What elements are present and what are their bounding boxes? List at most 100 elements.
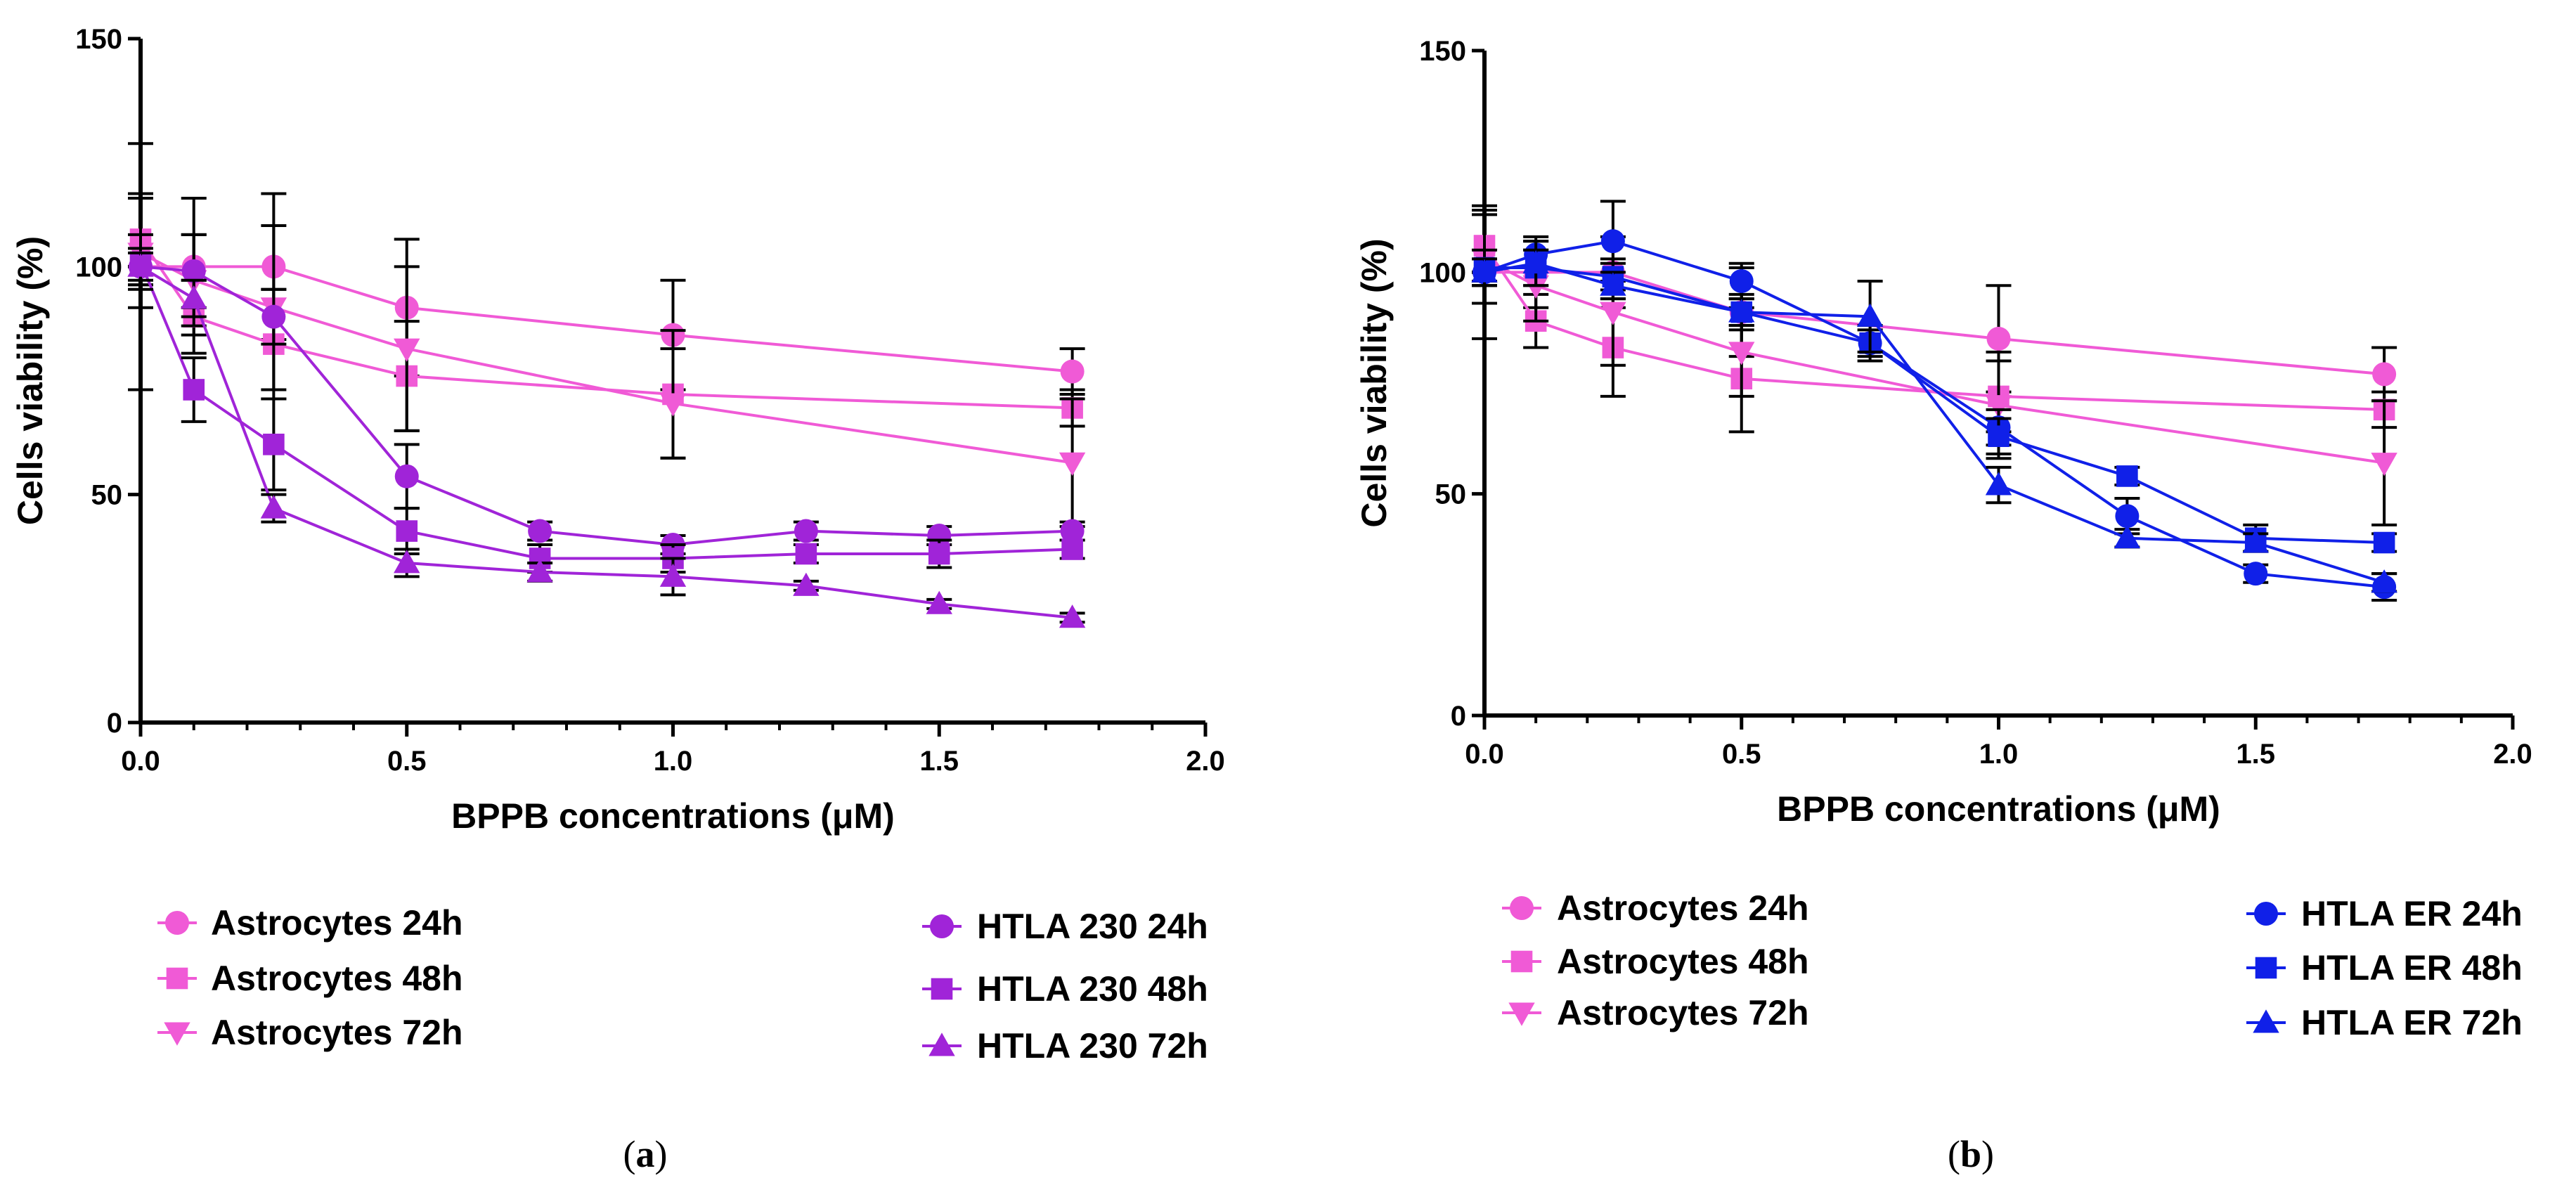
legend-label: Astrocytes 72h — [1557, 993, 1809, 1032]
data-point — [1060, 359, 1085, 384]
x-tick-label: 1.5 — [2236, 739, 2275, 770]
data-point — [2371, 453, 2397, 477]
data-point — [794, 519, 818, 543]
data-point — [795, 543, 817, 565]
data-point — [396, 520, 418, 542]
legend-label: Astrocytes 48h — [211, 959, 463, 998]
data-point — [181, 259, 206, 283]
legend-marker — [2254, 902, 2278, 926]
series-htla-er-72h — [1471, 240, 2397, 593]
legend: Astrocytes 24h Astrocytes 48h Astrocytes 7… — [1502, 888, 2523, 1042]
data-point — [928, 543, 950, 565]
y-tick-label: 50 — [91, 480, 123, 511]
legend-marker — [1508, 1002, 1535, 1026]
legend-marker — [2253, 1009, 2279, 1033]
legend-item: HTLA ER 48h — [2246, 948, 2523, 988]
legend-item: HTLA 230 24h — [922, 907, 1208, 946]
data-point — [1059, 452, 1086, 476]
data-point — [1522, 250, 1549, 274]
data-point — [394, 464, 419, 488]
data-point — [261, 304, 286, 329]
data-point — [1728, 299, 1755, 323]
legend-item: Astrocytes 24h — [157, 903, 463, 943]
legend-label: HTLA 230 24h — [977, 907, 1208, 946]
data-point — [2114, 525, 2141, 549]
series-line — [1483, 245, 2385, 411]
data-point — [1061, 538, 1083, 560]
data-point — [127, 253, 154, 277]
panel-a-chart: 0 50 100 150 0.0 0.5 1.0 1.5 2.0 BPPB concentrati… — [11, 24, 1225, 1175]
data-point — [2371, 569, 2397, 593]
data-point — [659, 393, 687, 417]
data-point — [528, 519, 552, 543]
data-point — [1600, 229, 1625, 254]
legend-item: HTLA 230 72h — [922, 1026, 1208, 1066]
data-point — [2115, 504, 2140, 529]
y-axis-title: Cells viability (%) — [11, 236, 50, 525]
legend-label: Astrocytes 72h — [211, 1013, 463, 1052]
x-axis-title: BPPB concentrations (μM) — [1777, 789, 2220, 829]
legend-marker — [166, 967, 188, 990]
data-point — [2372, 362, 2397, 387]
legend-item: Astrocytes 72h — [157, 1013, 463, 1052]
series-htla-230-72h — [127, 251, 1086, 628]
data-point — [1600, 272, 1626, 296]
legend-item: HTLA 230 48h — [922, 969, 1208, 1009]
legend-marker — [930, 914, 954, 938]
x-tick-label: 2.0 — [2493, 739, 2532, 770]
data-point — [1729, 268, 1754, 293]
data-point — [1471, 259, 1498, 283]
y-tick-label: 100 — [1419, 257, 1466, 288]
data-point — [1728, 342, 1755, 365]
data-point — [394, 550, 420, 574]
data-point — [2244, 562, 2268, 586]
legend-label: Astrocytes 24h — [211, 903, 463, 943]
legend-item: Astrocytes 48h — [157, 959, 463, 998]
y-tick-label: 50 — [1435, 479, 1467, 510]
series-astrocytes-72h — [127, 197, 1086, 529]
y-tick-label: 0 — [1451, 701, 1466, 732]
data-point — [1988, 425, 2009, 447]
data-point — [263, 434, 285, 455]
data-point — [2373, 531, 2395, 554]
legend-marker — [164, 1022, 190, 1046]
data-point — [1856, 303, 1884, 327]
legend-marker — [931, 978, 953, 1000]
legend-marker — [1510, 896, 1534, 920]
legend-marker — [165, 911, 189, 935]
legend-item: HTLA ER 24h — [2246, 894, 2523, 933]
legend-label: HTLA 230 48h — [977, 969, 1208, 1009]
data-point — [1600, 302, 1626, 325]
legend-item: HTLA ER 72h — [2246, 1003, 2523, 1042]
y-tick-label: 150 — [75, 24, 122, 55]
data-point — [394, 338, 420, 362]
data-point — [926, 590, 952, 614]
data-point — [1522, 275, 1549, 299]
panel-label: (b) — [1948, 1133, 1994, 1175]
legend-item: Astrocytes 24h — [1502, 888, 1809, 928]
x-tick-label: 1.0 — [654, 746, 693, 777]
x-tick-label: 0.0 — [121, 746, 160, 777]
panel-b-chart: 0 50 100 150 0.0 0.5 1.0 1.5 2.0 BPPB concentrati… — [1354, 36, 2532, 1175]
x-tick-label: 2.0 — [1186, 746, 1225, 777]
legend-label: HTLA 230 72h — [977, 1026, 1208, 1066]
x-tick-label: 1.5 — [919, 746, 959, 777]
series-astrocytes-24h — [128, 142, 1085, 396]
x-tick-label: 0.5 — [387, 746, 427, 777]
data-point — [927, 524, 952, 548]
data-point — [181, 285, 207, 309]
y-tick-label: 150 — [1419, 36, 1466, 67]
data-point — [793, 572, 820, 596]
legend-item: Astrocytes 48h — [1502, 942, 1809, 981]
legend-marker — [928, 1032, 955, 1056]
legend-item: Astrocytes 72h — [1502, 993, 1809, 1032]
x-tick-label: 0.0 — [1465, 739, 1504, 770]
panel-label: (a) — [623, 1133, 668, 1175]
data-point — [1986, 326, 2011, 351]
legend: Astrocytes 24h Astrocytes 48h Astrocytes 7… — [157, 903, 1208, 1066]
legend-label: HTLA ER 72h — [2301, 1003, 2523, 1042]
y-tick-label: 0 — [107, 708, 122, 739]
data-point — [1060, 519, 1085, 543]
data-point — [1985, 472, 2012, 496]
